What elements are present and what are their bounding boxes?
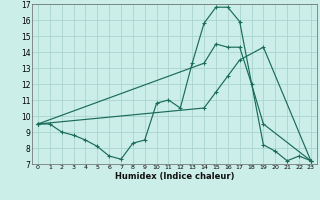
X-axis label: Humidex (Indice chaleur): Humidex (Indice chaleur): [115, 172, 234, 181]
